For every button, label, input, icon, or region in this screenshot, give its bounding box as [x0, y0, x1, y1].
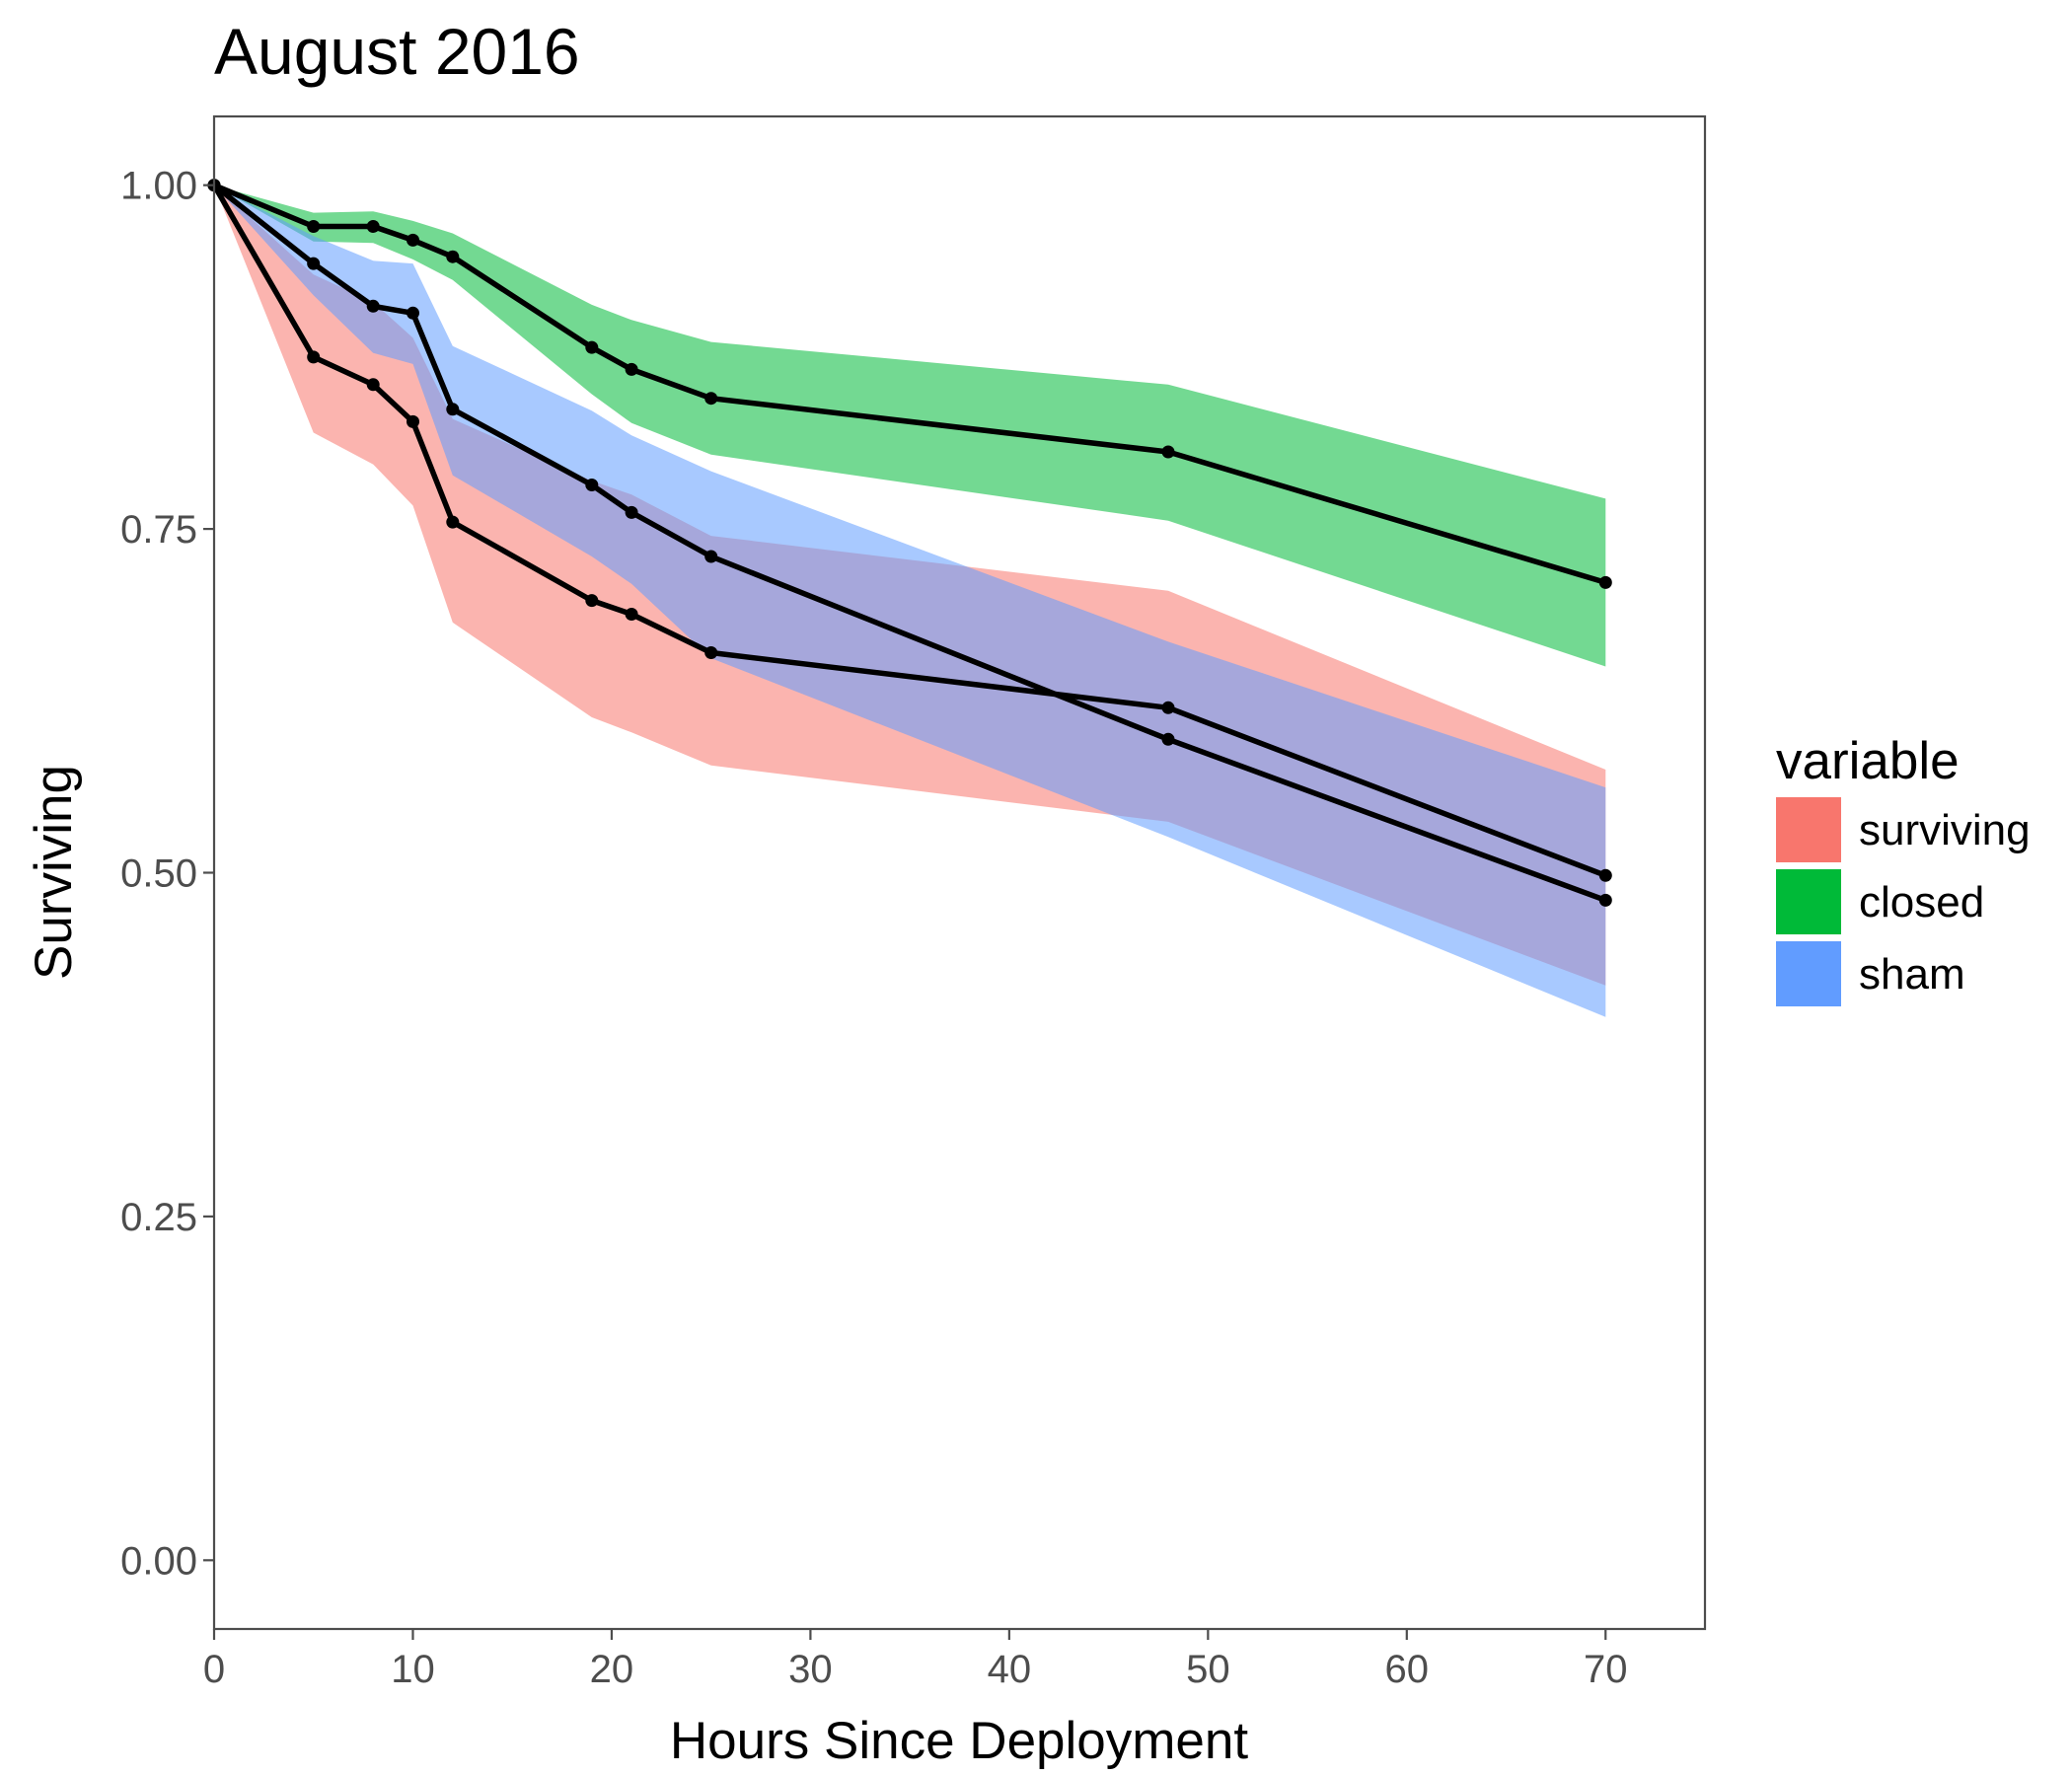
- point-closed: [366, 220, 380, 233]
- y-tick-label: 0.75: [120, 508, 197, 552]
- point-surviving: [446, 515, 460, 529]
- chart-title: August 2016: [214, 15, 580, 88]
- point-closed: [1161, 445, 1175, 459]
- point-sham: [446, 403, 460, 416]
- x-tick-label: 50: [1186, 1648, 1230, 1691]
- y-tick-label: 0.50: [120, 852, 197, 896]
- legend-key-sham: [1776, 941, 1841, 1006]
- confidence-bands: [214, 185, 1606, 1017]
- point-sham: [585, 479, 599, 491]
- point-closed: [407, 233, 419, 247]
- point-sham: [1598, 893, 1612, 907]
- point-surviving: [625, 608, 638, 621]
- x-tick-label: 60: [1385, 1648, 1430, 1691]
- point-closed: [446, 250, 460, 263]
- point-surviving: [704, 646, 718, 659]
- band-sham: [214, 185, 1606, 1017]
- x-tick-label: 0: [203, 1648, 225, 1691]
- point-sham: [1161, 732, 1175, 746]
- point-surviving: [307, 350, 321, 364]
- series-points: [207, 179, 1612, 907]
- band-closed: [214, 185, 1606, 667]
- y-tick-label: 1.00: [120, 165, 197, 208]
- point-sham: [366, 299, 380, 313]
- point-surviving: [585, 594, 599, 608]
- point-sham: [407, 306, 419, 320]
- x-tick-label: 40: [988, 1648, 1032, 1691]
- x-axis-title: Hours Since Deployment: [670, 1712, 1248, 1770]
- point-sham: [625, 505, 638, 519]
- line-surviving: [211, 184, 1607, 878]
- point-sham: [307, 257, 321, 270]
- point-surviving: [1598, 868, 1612, 882]
- legend-title: variable: [1776, 732, 1960, 790]
- x-tick-label: 30: [788, 1648, 833, 1691]
- y-axis: 0.00 0.25 0.50 0.75 1.00: [120, 165, 214, 1583]
- x-tick-label: 70: [1584, 1648, 1628, 1691]
- x-tick-label: 20: [590, 1648, 634, 1691]
- point-closed: [307, 220, 321, 233]
- point-closed: [704, 392, 718, 406]
- line-sham: [212, 183, 1607, 903]
- point-surviving: [1161, 701, 1175, 714]
- x-tick-label: 10: [391, 1648, 435, 1691]
- legend-key-surviving: [1776, 797, 1841, 862]
- legend-key-closed: [1776, 869, 1841, 934]
- point-surviving: [407, 414, 419, 428]
- y-tick-label: 0.25: [120, 1196, 197, 1239]
- legend-label-surviving: surviving: [1859, 806, 2031, 854]
- y-tick-label: 0.00: [120, 1539, 197, 1583]
- line-closed: [212, 183, 1607, 586]
- point-closed: [625, 362, 638, 376]
- point-surviving: [366, 378, 380, 392]
- point-closed: [1598, 575, 1612, 589]
- x-axis: 0 10 20 30 40 50 60 70: [203, 1629, 1628, 1691]
- legend-label-closed: closed: [1859, 878, 1984, 926]
- point-closed: [585, 340, 599, 354]
- y-axis-title: Surviving: [25, 765, 83, 980]
- series-lines: [211, 183, 1607, 903]
- legend-label-sham: sham: [1859, 950, 1965, 999]
- legend: variable surviving closed sham: [1776, 732, 2031, 1006]
- point-sham: [704, 550, 718, 563]
